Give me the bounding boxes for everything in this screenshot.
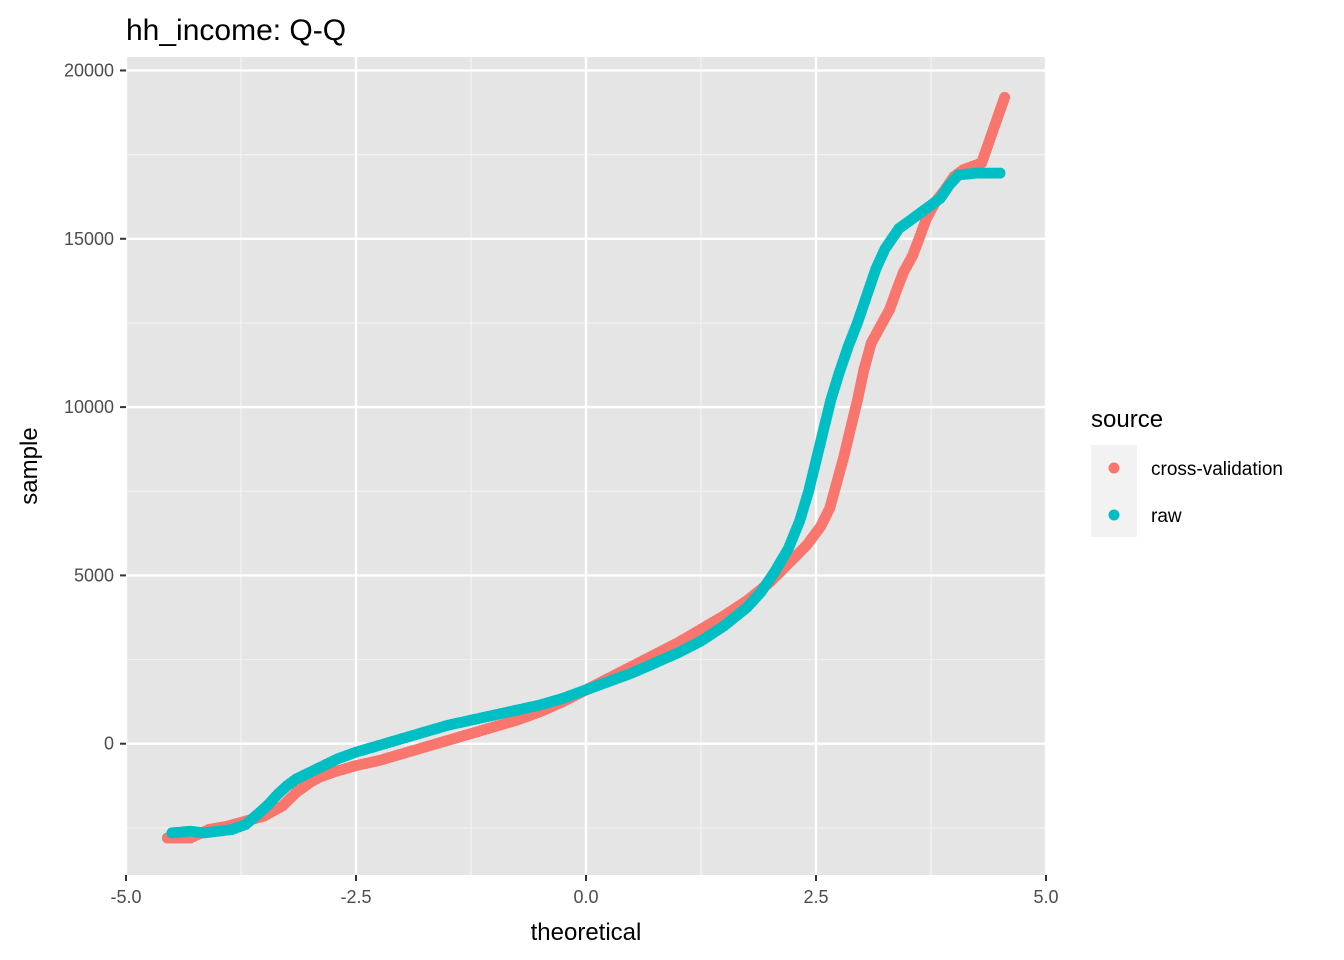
legend-label: raw bbox=[1151, 506, 1182, 527]
series-raw bbox=[166, 167, 1006, 839]
x-tick-label: 5.0 bbox=[1033, 887, 1058, 907]
legend-key-cross-validation bbox=[1108, 462, 1120, 474]
legend-key-bg bbox=[1091, 445, 1137, 537]
legend: source cross-validation raw bbox=[1091, 406, 1283, 537]
x-axis: -5.0 -2.5 0.0 2.5 5.0 bbox=[110, 875, 1059, 907]
major-grid bbox=[124, 57, 1048, 875]
x-axis-title: theoretical bbox=[531, 919, 642, 946]
legend-key-raw bbox=[1108, 509, 1120, 521]
points-layer bbox=[161, 91, 1011, 844]
y-axis: 0 5000 10000 15000 20000 bbox=[64, 60, 126, 754]
chart-title: hh_income: Q-Q bbox=[126, 14, 346, 47]
legend-label: cross-validation bbox=[1151, 459, 1283, 480]
y-tick-label: 0 bbox=[104, 734, 114, 754]
x-tick-label: -5.0 bbox=[110, 887, 141, 907]
x-tick-label: 2.5 bbox=[803, 887, 828, 907]
x-tick-label: 0.0 bbox=[573, 887, 598, 907]
data-point bbox=[994, 167, 1006, 179]
y-tick-label: 15000 bbox=[64, 229, 114, 249]
y-tick-label: 5000 bbox=[74, 565, 114, 585]
x-tick-label: -2.5 bbox=[340, 887, 371, 907]
data-point bbox=[999, 91, 1011, 103]
y-axis-title: sample bbox=[16, 427, 43, 504]
legend-title: source bbox=[1091, 406, 1163, 433]
y-tick-label: 20000 bbox=[64, 60, 114, 80]
y-tick-label: 10000 bbox=[64, 397, 114, 417]
